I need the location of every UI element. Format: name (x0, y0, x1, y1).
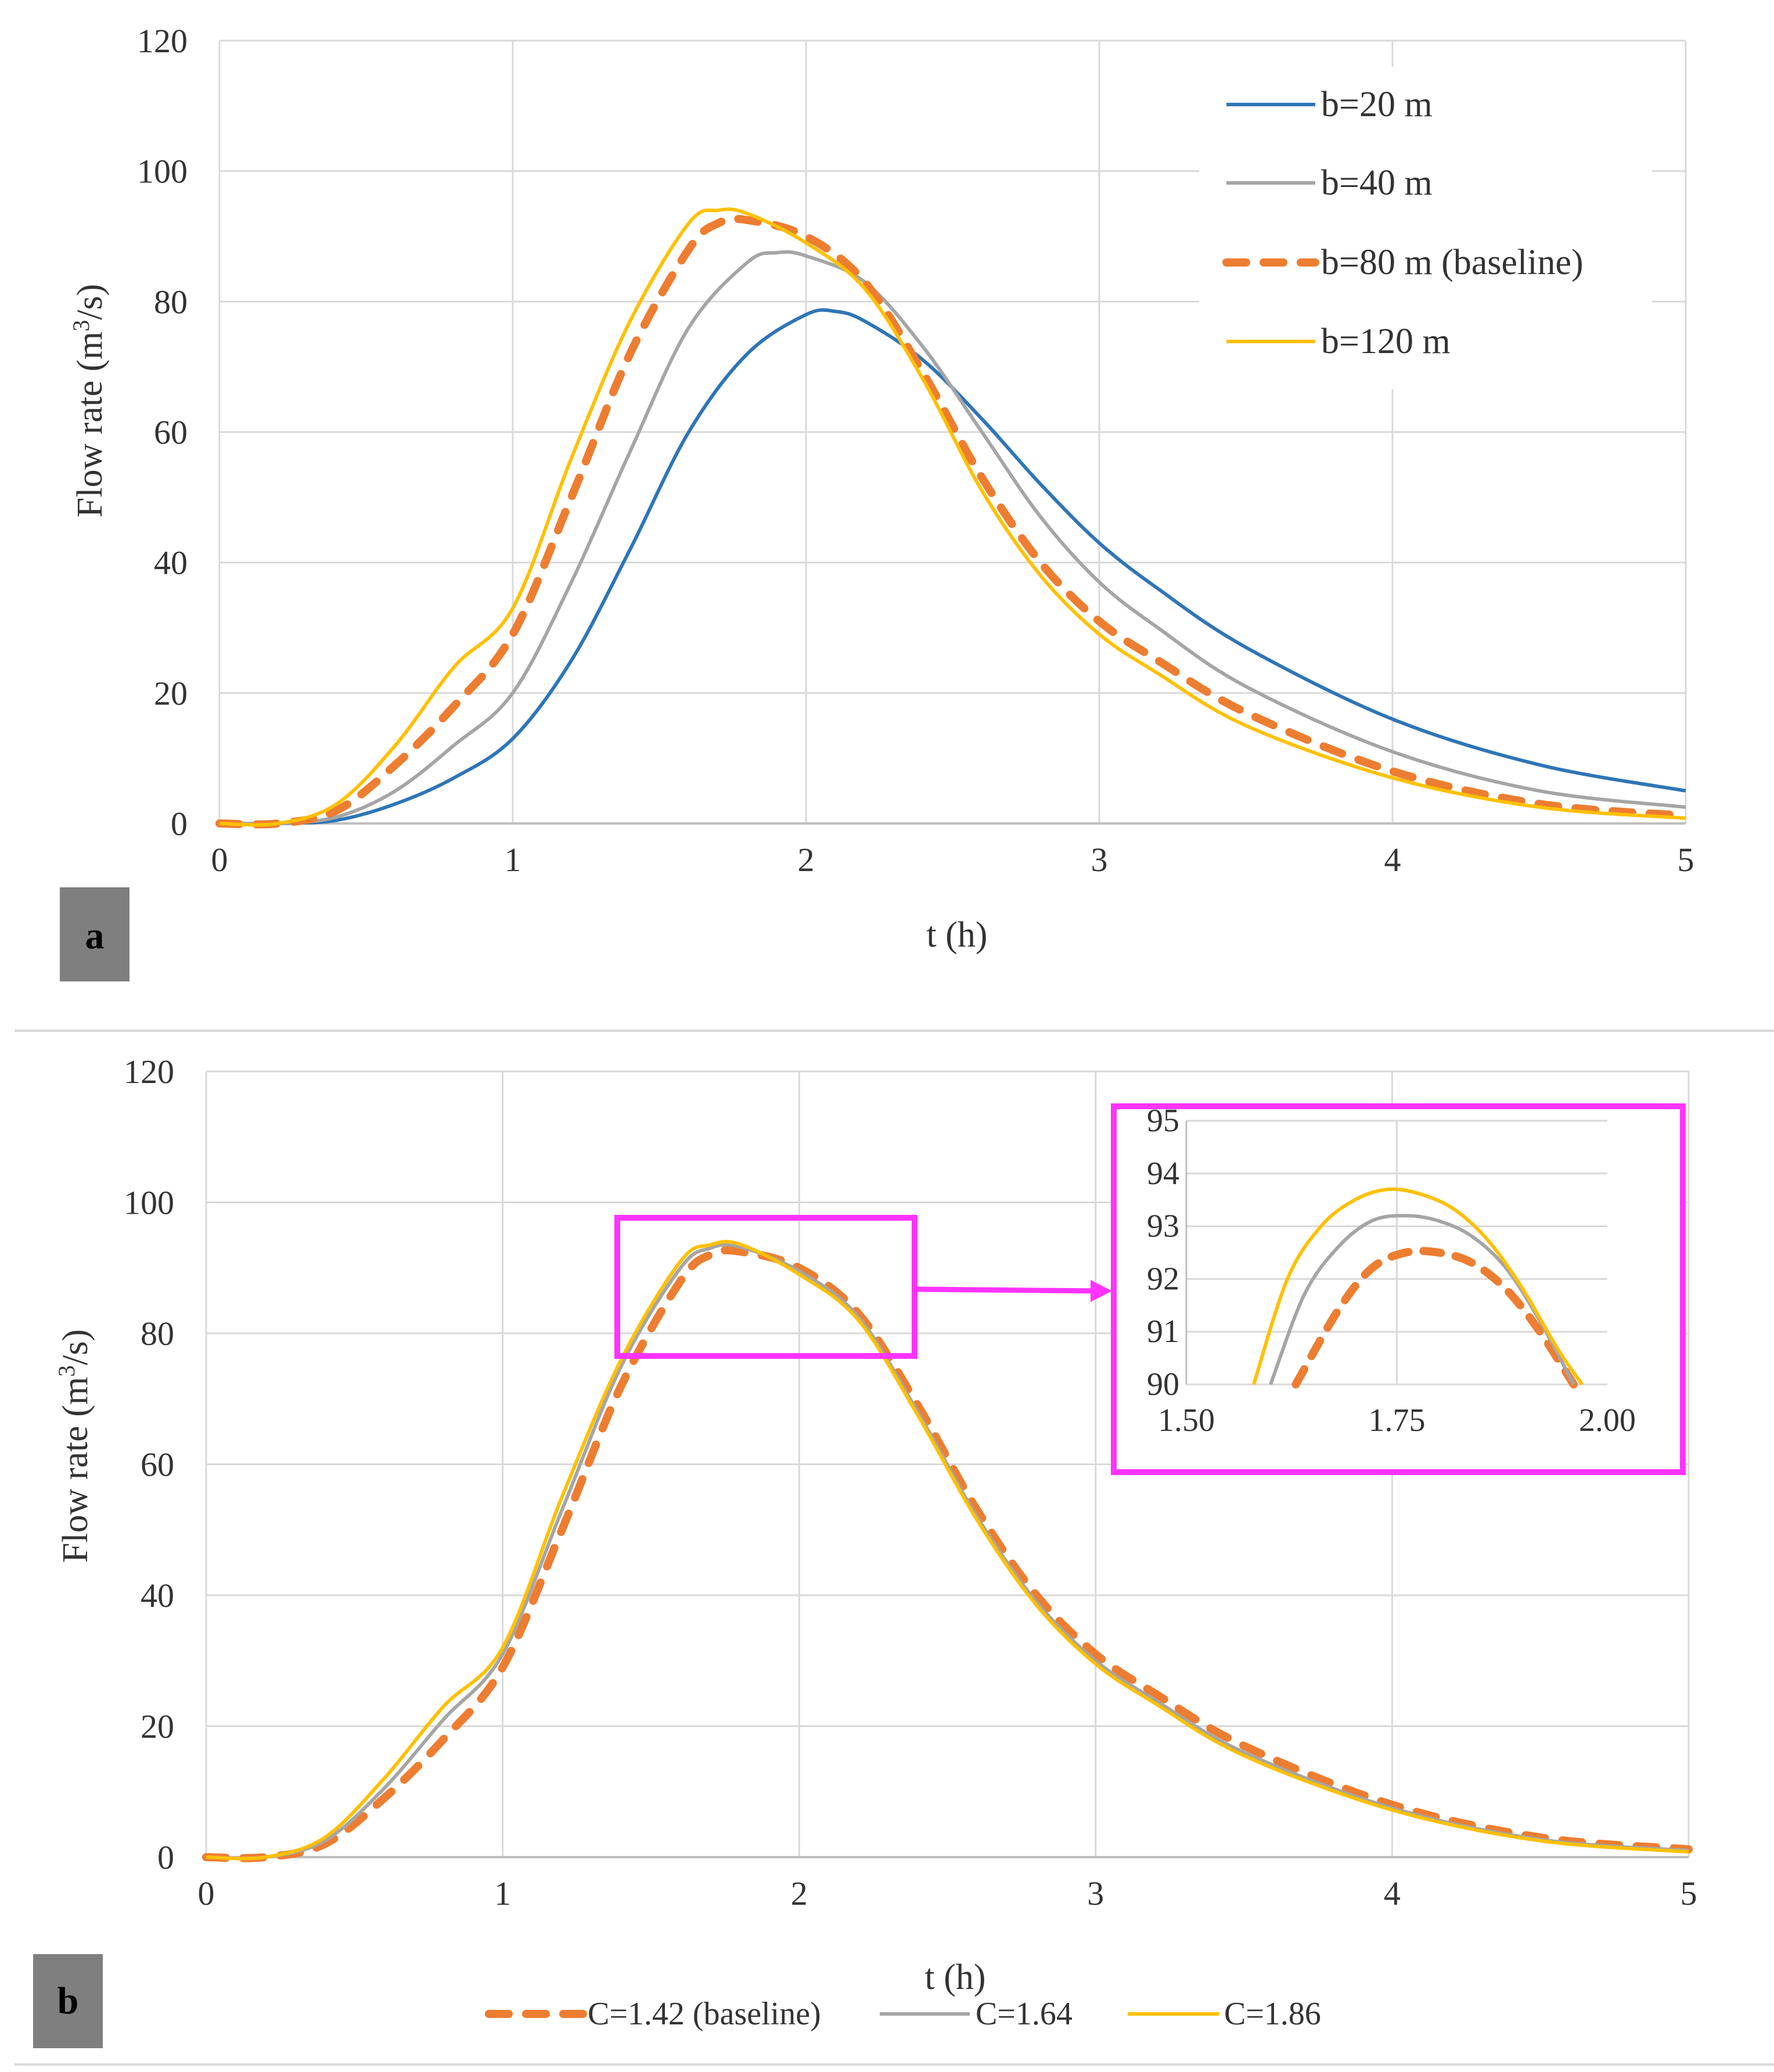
a-xtick-label: 5 (1678, 841, 1694, 879)
inset-ytick-label: 95 (1147, 1103, 1179, 1139)
a-ytick-label: 40 (154, 544, 188, 582)
a-ytick-label: 120 (137, 22, 188, 60)
b-xtick-label: 3 (1087, 1875, 1104, 1912)
inset-ytick-label: 94 (1147, 1156, 1179, 1192)
a-xtick-label: 0 (211, 841, 228, 879)
panel-label-b: b (57, 1980, 79, 2022)
legend-a-entry-2: b=80 m (baseline) (1321, 243, 1584, 282)
a-ytick-label: 100 (137, 153, 188, 190)
inset-zoom: 90 91 92 93 94 95 1.50 1.75 2.00 (1111, 1103, 1686, 1475)
legend-b-entry-1: C=1.64 (976, 1996, 1073, 2032)
legend-a-bg (1199, 67, 1652, 389)
b-series-line-0 (202, 1246, 1693, 1862)
inset-ytick-label: 90 (1147, 1366, 1179, 1402)
inset-ytick-label: 93 (1147, 1208, 1179, 1244)
b-xtick-label: 0 (198, 1875, 215, 1912)
a-ytick-label: 80 (154, 283, 188, 321)
a-series-line-3 (219, 207, 1686, 827)
x-axis-label-b: t (h) (924, 1958, 985, 1997)
legend-a: b=20 m b=40 m b=80 m (baseline) b=120 m (1199, 67, 1652, 389)
panel-b: 0 20 40 60 80 100 120 0 1 2 3 4 5 t (h) Flow rate (m… (33, 1053, 1697, 2048)
a-series-line-1 (219, 250, 1686, 826)
y-axis-label-b: Flow rate (m3/s) (53, 1329, 96, 1563)
a-ytick-label: 60 (154, 413, 188, 451)
inset-series-line-2 (1252, 1187, 1584, 1386)
y-axis-label-a: Flow rate (m3/s) (68, 284, 110, 517)
panel-label-a-box (60, 887, 129, 981)
a-series-line-2 (215, 214, 1690, 829)
b-xtick-label: 5 (1681, 1875, 1697, 1912)
legend-b: C=1.42 (baseline) C=1.64 C=1.86 (485, 1996, 1321, 2032)
b-ytick-label: 40 (141, 1577, 174, 1614)
b-ytick-label: 60 (141, 1446, 174, 1484)
legend-a-entry-0: b=20 m (1321, 85, 1433, 124)
inset-ytick-label: 92 (1147, 1261, 1179, 1297)
b-ytick-label: 80 (141, 1315, 174, 1352)
inset-series-line-0 (1291, 1247, 1578, 1388)
inset-frame (1111, 1103, 1686, 1475)
inset-xtick-label: 2.00 (1579, 1402, 1636, 1438)
inset-xtick-label: 1.75 (1369, 1402, 1426, 1438)
a-xtick-label: 3 (1091, 841, 1108, 879)
b-ytick-label: 100 (124, 1184, 174, 1222)
legend-b-entry-2: C=1.86 (1224, 1996, 1321, 2032)
panel-label-a: a (85, 915, 105, 957)
panel-label-b-box (33, 1954, 103, 2048)
legend-b-entry-0: C=1.42 (baseline) (588, 1996, 821, 2032)
b-series-line-2 (206, 1240, 1689, 1861)
zoom-arrow-head (1091, 1280, 1112, 1302)
a-series-line-0 (219, 308, 1686, 826)
legend-a-entry-1: b=40 m (1321, 163, 1433, 203)
a-xtick-label: 2 (798, 841, 815, 879)
zoom-arrow-line (914, 1286, 1095, 1294)
inset-xtick-label: 1.50 (1158, 1402, 1215, 1438)
legend-a-entry-3: b=120 m (1321, 322, 1451, 361)
b-ytick-label: 20 (141, 1708, 174, 1746)
b-ytick-label: 120 (124, 1053, 174, 1091)
a-xtick-label: 1 (505, 841, 521, 879)
b-series-line-1 (206, 1243, 1689, 1861)
inset-ytick-label: 91 (1147, 1314, 1179, 1350)
panel-a: 0 20 40 60 80 100 120 0 1 2 3 4 5 b=20 m b=40 m b=80 m… (60, 22, 1694, 981)
x-axis-label-a: t (h) (926, 915, 987, 955)
b-xtick-label: 4 (1384, 1875, 1401, 1912)
a-ytick-label: 20 (154, 674, 188, 712)
a-ytick-label: 0 (171, 805, 188, 843)
a-xtick-label: 4 (1384, 841, 1401, 879)
b-xtick-label: 1 (494, 1875, 511, 1912)
zoom-highlight-box (614, 1215, 917, 1359)
b-ytick-label: 0 (157, 1839, 174, 1876)
b-xtick-label: 2 (791, 1875, 808, 1912)
